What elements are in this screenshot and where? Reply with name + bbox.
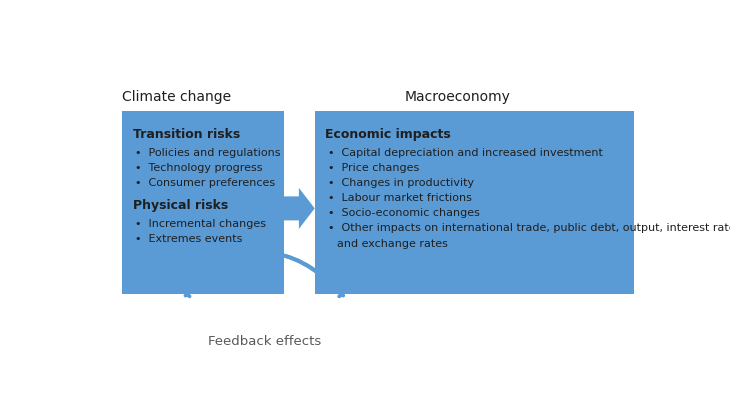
Text: Macroeconomy: Macroeconomy <box>404 90 510 104</box>
Polygon shape <box>283 189 315 229</box>
Text: •  Other impacts on international trade, public debt, output, interest rates: • Other impacts on international trade, … <box>328 223 730 233</box>
Text: •  Socio-economic changes: • Socio-economic changes <box>328 208 480 218</box>
Text: •  Incremental changes: • Incremental changes <box>135 218 266 229</box>
Text: •  Capital depreciation and increased investment: • Capital depreciation and increased inv… <box>328 147 602 157</box>
Text: •  Policies and regulations: • Policies and regulations <box>135 147 281 157</box>
Text: Climate change: Climate change <box>123 90 231 104</box>
FancyBboxPatch shape <box>123 112 283 295</box>
Text: •  Consumer preferences: • Consumer preferences <box>135 178 275 188</box>
Text: and exchange rates: and exchange rates <box>337 238 448 248</box>
Text: •  Technology progress: • Technology progress <box>135 162 263 173</box>
FancyBboxPatch shape <box>315 112 634 295</box>
Text: Feedback effects: Feedback effects <box>208 334 321 347</box>
Text: •  Changes in productivity: • Changes in productivity <box>328 178 474 188</box>
Text: •  Price changes: • Price changes <box>328 162 419 173</box>
Text: Transition risks: Transition risks <box>133 128 239 141</box>
Text: •  Labour market frictions: • Labour market frictions <box>328 193 472 203</box>
Text: Economic impacts: Economic impacts <box>325 128 450 141</box>
Text: Physical risks: Physical risks <box>133 199 228 212</box>
Text: •  Extremes events: • Extremes events <box>135 234 243 244</box>
